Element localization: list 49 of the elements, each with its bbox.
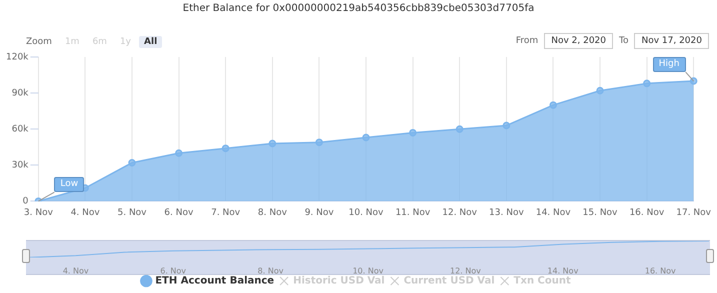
text: Zoom — [26, 37, 52, 47]
text: From — [516, 36, 538, 46]
x-tick-label: 16. Nov — [644, 266, 676, 276]
x-tick-label: 8. Nov — [258, 208, 288, 218]
x-tick-label: 4. Nov — [62, 266, 89, 276]
chart-title: Ether Balance for 0x00000000219ab540356cbb839cbe05303d7705fa — [182, 3, 536, 14]
point — [643, 80, 651, 88]
y-tick-label: 120k — [6, 52, 30, 62]
x-tick-label: 15. Nov — [582, 208, 618, 218]
point — [222, 144, 230, 152]
y-tick-label: 0 — [22, 196, 29, 207]
point — [268, 140, 276, 148]
x-tick-label: 9. Nov — [304, 208, 334, 218]
x-tick-label: 16. Nov — [629, 208, 665, 218]
y-tick-label: 90k — [12, 88, 30, 98]
x-tick-label: 6. Nov — [164, 208, 194, 218]
x-tick-label: 5. Nov — [117, 208, 148, 218]
point — [362, 134, 370, 142]
x-tick-label: 12. Nov — [442, 208, 478, 218]
point — [596, 86, 604, 94]
text: Nov 2, 2020 — [544, 33, 613, 49]
x-tick-label: 10. Nov — [348, 208, 384, 218]
x-tick-label: 11. Nov — [395, 208, 431, 218]
y-tick-label: 30k — [12, 160, 30, 170]
point — [175, 149, 183, 157]
x-tick-label: 12. Nov — [450, 266, 482, 276]
x-tick-label: 10. Nov — [352, 266, 384, 276]
x-tick-label: 7. Nov — [211, 208, 241, 218]
point — [456, 125, 464, 133]
x-tick-label: 8. Nov — [258, 266, 284, 276]
text: Nov 17, 2020 — [634, 33, 709, 49]
legend-label: ETH Account Balance — [155, 276, 274, 287]
point — [549, 101, 557, 109]
point — [315, 138, 323, 146]
x-tick-label: 14. Nov — [536, 208, 572, 218]
text: All — [139, 36, 162, 48]
annotation: Low — [54, 177, 84, 192]
point — [128, 158, 136, 166]
x-tick-label: 14. Nov — [547, 266, 579, 276]
x-tick-label: 17. Nov — [676, 208, 712, 218]
y-tick-label: 60k — [12, 124, 30, 134]
x-tick-label: 13. Nov — [489, 208, 524, 218]
point — [502, 122, 510, 130]
point — [409, 128, 417, 136]
x-tick-label: 3. Nov — [24, 208, 54, 218]
text: To — [619, 36, 628, 46]
annotation: High — [652, 57, 686, 72]
x-tick-label: 4. Nov — [70, 208, 100, 218]
x-tick-label: 6. Nov — [160, 266, 186, 276]
